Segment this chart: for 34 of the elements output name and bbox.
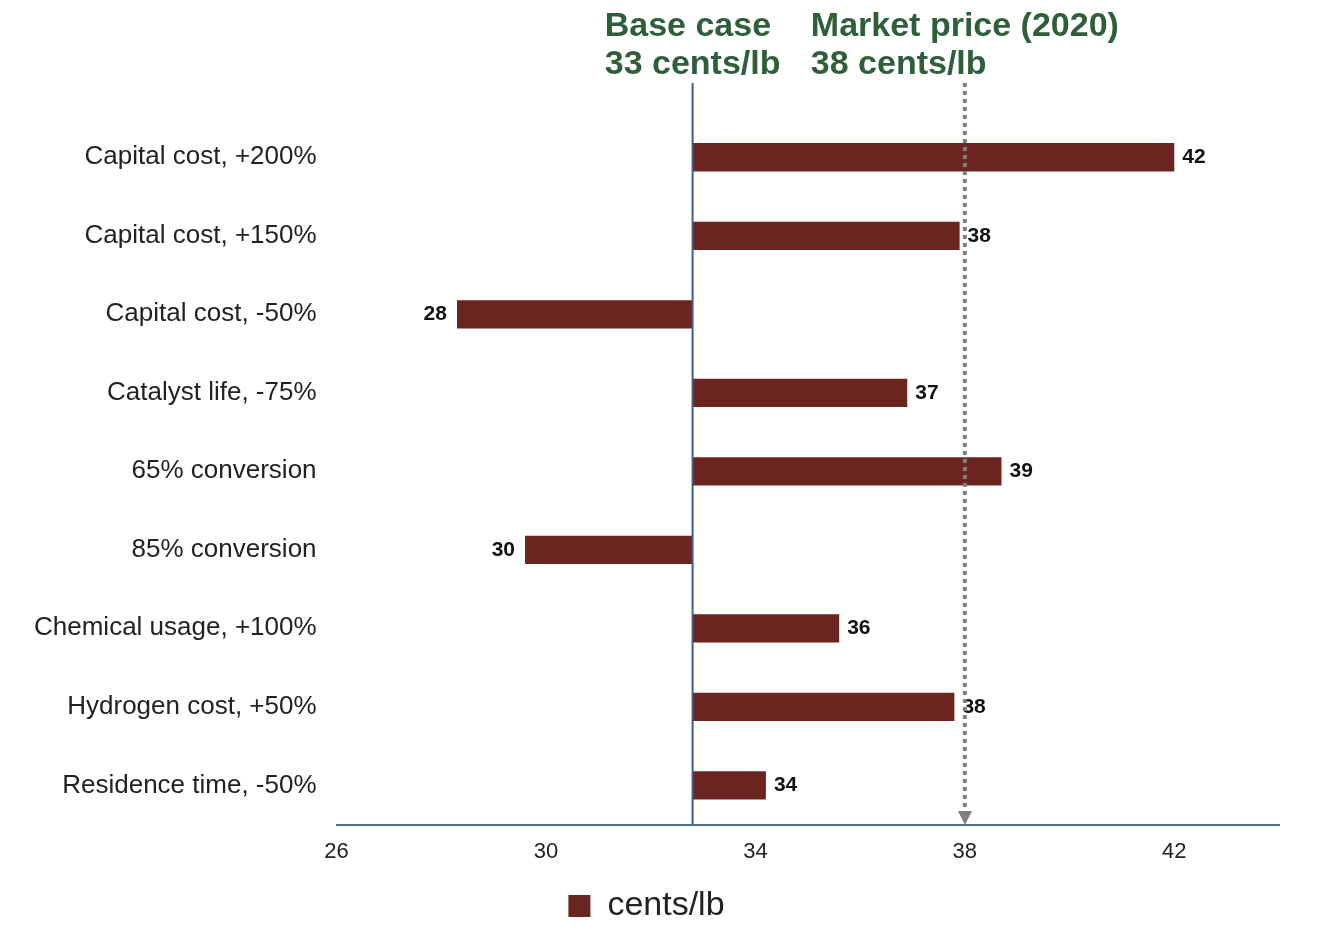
data-label: 39: [1009, 458, 1033, 482]
data-label: 42: [1182, 144, 1206, 168]
bar: [692, 614, 840, 643]
y-tick-label: 85% conversion: [131, 532, 317, 563]
data-label: 37: [915, 379, 939, 403]
bar: [692, 143, 1175, 172]
y-tick-label: Capital cost, +150%: [84, 218, 317, 249]
y-tick-label: 65% conversion: [131, 454, 317, 485]
y-tick-label: Residence time, -50%: [62, 768, 317, 799]
y-tick-label: Chemical usage, +100%: [34, 611, 317, 642]
y-tick-label: Capital cost, -50%: [105, 297, 317, 328]
bar: [692, 457, 1002, 486]
data-label: 36: [847, 615, 871, 639]
x-tick-label: 34: [743, 837, 768, 863]
x-tick-label: 38: [952, 837, 978, 863]
data-label: 34: [773, 772, 798, 796]
data-label: 28: [423, 301, 448, 325]
ref-line-label: Base case 33 cents/lb: [604, 5, 781, 81]
bar: [692, 378, 908, 407]
y-tick-label: Capital cost, +200%: [84, 140, 317, 171]
data-label: 38: [967, 222, 992, 246]
x-tick-label: 42: [1162, 837, 1187, 863]
y-tick-label: Hydrogen cost, +50%: [67, 690, 317, 721]
x-tick-label: 26: [324, 837, 349, 863]
bar: [692, 771, 766, 800]
bar: [456, 300, 693, 329]
bar: [692, 221, 960, 250]
bar: [692, 692, 955, 721]
bar: [525, 535, 693, 564]
y-tick-label: Catalyst life, -75%: [107, 375, 317, 406]
legend-label: cents/lb: [607, 884, 725, 923]
data-label: 30: [491, 536, 516, 560]
x-tick-label: 30: [533, 837, 559, 863]
ref-line-label: Market price (2020) 38 cents/lb: [810, 5, 1119, 81]
